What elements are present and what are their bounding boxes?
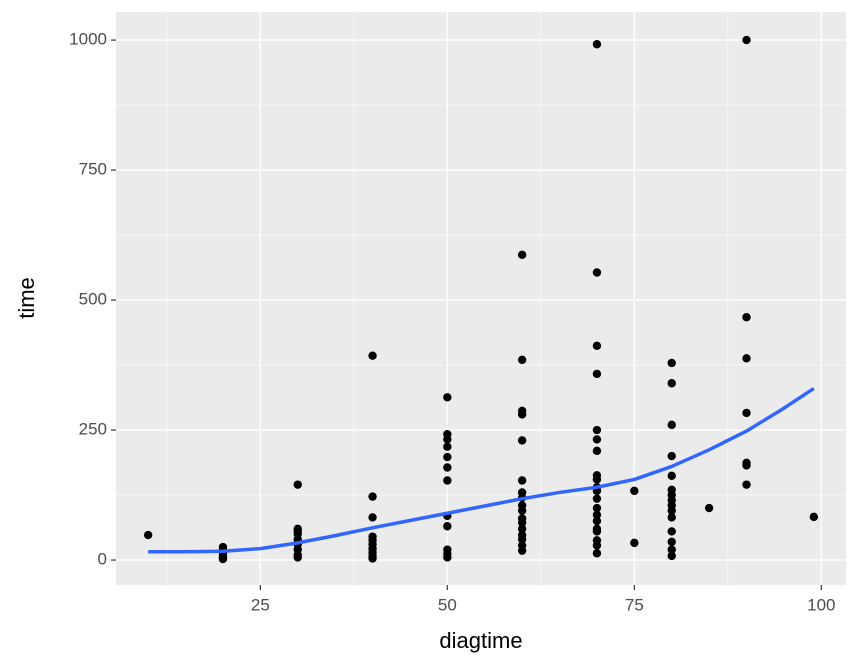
y-tick-label: 750 [79, 160, 107, 179]
point [809, 512, 819, 522]
point [667, 527, 676, 536]
point [517, 476, 527, 485]
point [368, 351, 377, 360]
point [143, 530, 153, 540]
point [592, 268, 602, 277]
point [592, 549, 602, 558]
point [592, 40, 602, 49]
point [592, 541, 602, 550]
point [592, 516, 602, 526]
y-tick-label: 1000 [69, 30, 107, 49]
point [443, 435, 452, 444]
x-tick-label: 75 [625, 595, 644, 614]
point [592, 503, 602, 513]
point [742, 35, 751, 45]
point [592, 446, 602, 456]
x-axis-title: diagtime [439, 628, 522, 653]
point [742, 313, 751, 322]
point [742, 354, 751, 363]
point [592, 510, 602, 520]
point [517, 518, 527, 527]
point [293, 480, 302, 489]
point [517, 250, 527, 260]
point [368, 554, 377, 563]
point [368, 492, 377, 501]
point [667, 506, 676, 515]
point [592, 435, 602, 444]
point [630, 486, 639, 496]
point [704, 503, 714, 513]
x-tick-label: 100 [807, 595, 835, 614]
point [667, 551, 676, 561]
point [517, 535, 527, 544]
point [742, 480, 751, 489]
plot-background [116, 12, 846, 585]
point [592, 527, 602, 536]
point [517, 546, 527, 555]
point [517, 410, 527, 419]
point [667, 513, 676, 522]
point [667, 545, 676, 554]
point [667, 471, 676, 481]
y-axis-title: time [14, 277, 39, 319]
point [517, 506, 527, 515]
point [742, 461, 751, 470]
point [592, 369, 602, 379]
y-tick-label: 0 [98, 550, 107, 569]
point [667, 537, 676, 547]
point [592, 494, 602, 503]
point [667, 420, 676, 430]
point [443, 452, 452, 462]
point [443, 442, 452, 451]
y-tick-label: 250 [79, 420, 107, 439]
point [443, 476, 452, 485]
point [443, 522, 452, 531]
point [443, 393, 452, 402]
x-tick-label: 50 [438, 595, 457, 614]
point [517, 355, 527, 365]
point [293, 553, 302, 562]
point [368, 513, 377, 522]
point [218, 554, 228, 564]
point [443, 463, 452, 472]
point [592, 341, 602, 351]
point [667, 451, 676, 461]
point [630, 538, 639, 548]
point [592, 475, 602, 484]
point [667, 358, 676, 368]
x-tick-label: 25 [251, 595, 270, 614]
point [667, 379, 676, 388]
point [517, 524, 527, 534]
smooth-line [148, 386, 815, 554]
y-tick-label: 500 [79, 290, 107, 309]
point [517, 436, 527, 445]
point [443, 553, 452, 562]
point [592, 425, 602, 435]
point [742, 408, 751, 418]
